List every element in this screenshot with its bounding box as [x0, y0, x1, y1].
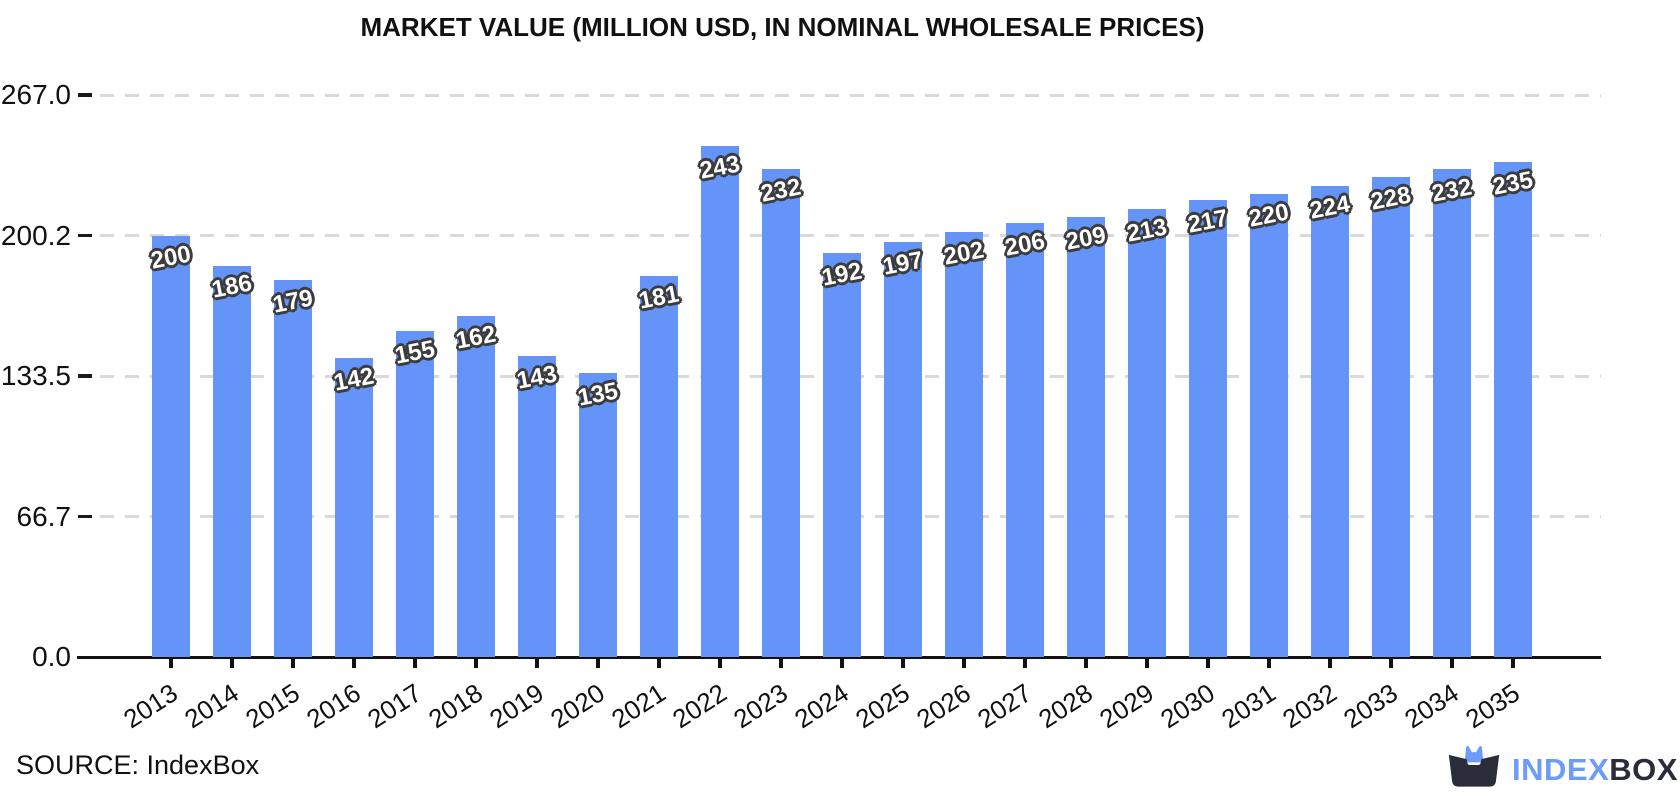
bar-2021	[640, 276, 678, 657]
bar-2022	[701, 145, 739, 657]
bar-2013	[152, 236, 190, 657]
bar-2020	[579, 372, 617, 657]
x-axis-tick	[1145, 657, 1149, 668]
bar-2031	[1250, 193, 1288, 657]
x-axis-tick	[840, 657, 844, 668]
x-axis-tick	[352, 657, 356, 668]
x-axis-tick	[962, 657, 966, 668]
x-axis-tick	[1328, 657, 1332, 668]
indexbox-cat-box-icon	[1446, 743, 1502, 796]
x-axis-tick	[1389, 657, 1393, 668]
bar-2025	[884, 242, 922, 657]
logo-text-index: INDEX	[1512, 751, 1610, 787]
x-axis-tick	[779, 657, 783, 668]
gridline	[100, 93, 1601, 97]
x-axis-tick	[413, 657, 417, 668]
x-axis-tick	[596, 657, 600, 668]
y-axis-tick-label: 133.5	[0, 360, 71, 391]
y-axis-tick-label: 66.7	[16, 500, 72, 532]
x-axis-tick	[1450, 657, 1454, 668]
bar-2033	[1372, 177, 1410, 657]
x-axis-tick	[1267, 657, 1271, 668]
bar-2030	[1189, 200, 1227, 657]
x-axis-tick	[535, 657, 539, 668]
bar-2024	[823, 252, 861, 657]
bar-2016	[335, 358, 373, 657]
bar-2015	[274, 280, 312, 657]
logo-text: INDEXBOX	[1512, 752, 1678, 788]
x-axis-tick	[1023, 657, 1027, 668]
y-axis-tick	[78, 514, 92, 519]
bar-2028	[1067, 217, 1105, 657]
x-axis-tick	[1206, 657, 1210, 668]
gridline	[100, 234, 1601, 238]
bar-2023	[762, 168, 800, 657]
bar-2027	[1006, 223, 1044, 657]
x-axis-tick	[474, 657, 478, 668]
x-axis-tick	[230, 657, 234, 668]
x-axis-tick	[901, 657, 905, 668]
bar-2018	[457, 316, 495, 657]
bar-2019	[518, 356, 556, 657]
y-axis-tick-label: 267.0	[0, 79, 71, 110]
plot-area: 0.0 66.7 133.5 200.2 267.0 200 2013 186 2014 179 2…	[1, 80, 1601, 734]
x-axis-tick	[1084, 657, 1088, 668]
bar-2029	[1128, 208, 1166, 657]
bar-2026	[945, 231, 983, 657]
bar-2017	[396, 330, 434, 657]
y-axis-tick-label: 0.0	[32, 641, 71, 672]
chart-title: MARKET VALUE (MILLION USD, IN NOMINAL WH…	[360, 12, 1205, 42]
bar-2035	[1494, 162, 1532, 657]
x-axis-tick	[657, 657, 661, 668]
y-axis-tick	[78, 374, 92, 378]
indexbox-logo: INDEXBOX	[1446, 743, 1678, 796]
x-axis-tick	[291, 657, 295, 668]
bar-2032	[1311, 185, 1349, 657]
logo-text-box: BOX	[1609, 751, 1678, 787]
y-axis-tick-label: 200.2	[0, 219, 71, 251]
x-axis-tick	[169, 657, 173, 668]
x-axis-line	[77, 655, 1601, 659]
source-text: SOURCE: IndexBox	[16, 750, 260, 780]
y-axis-tick	[78, 93, 92, 97]
bar-2034	[1433, 168, 1471, 657]
x-axis-tick	[718, 657, 722, 668]
x-axis-tick	[1511, 657, 1515, 668]
bar-2014	[213, 265, 251, 657]
y-axis-tick	[78, 233, 92, 238]
